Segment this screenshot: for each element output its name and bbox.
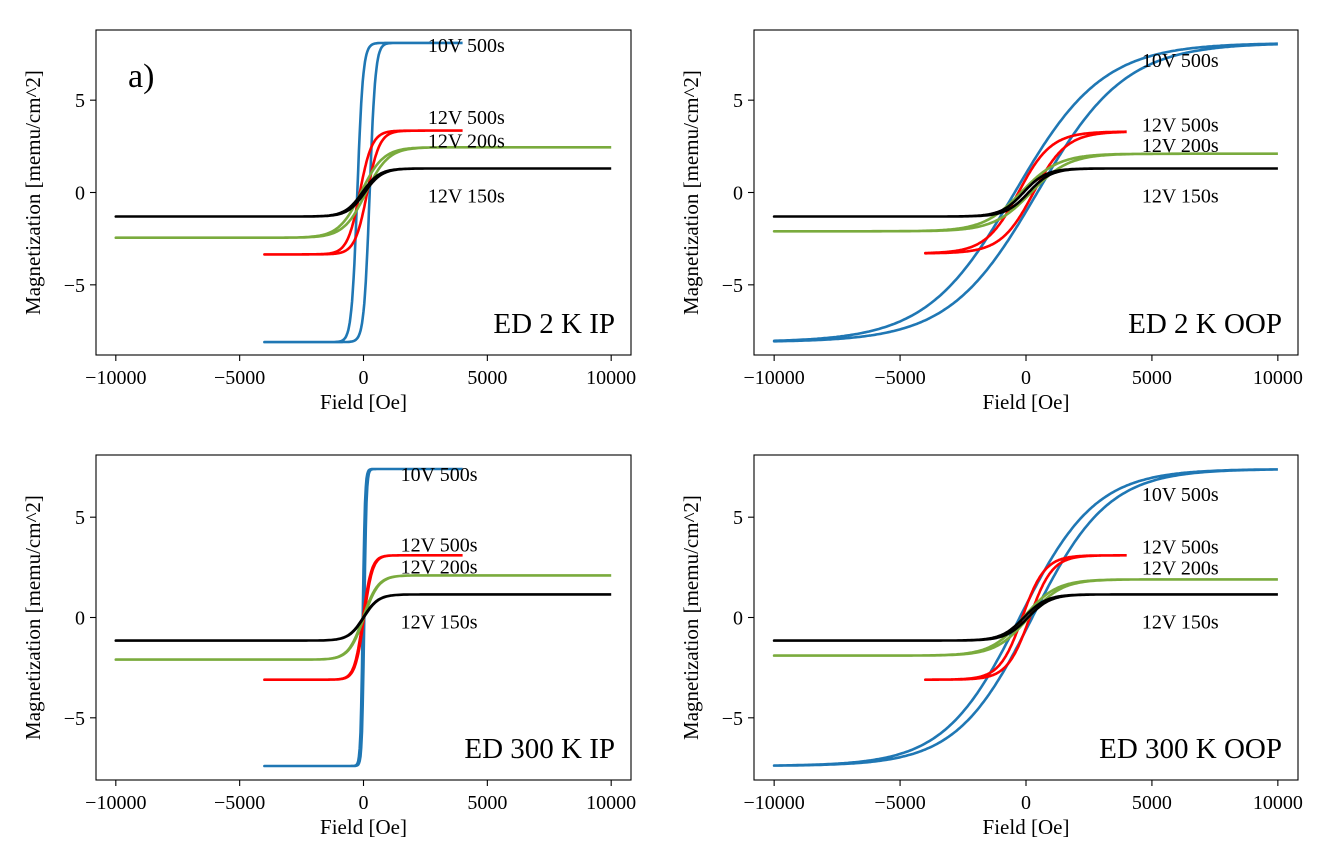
x-tick-label: 0	[359, 367, 369, 389]
curves	[772, 468, 1278, 767]
x-tick-label: 5000	[467, 792, 507, 814]
series-line-4	[772, 593, 1278, 642]
panel-title: ED 2 K OOP	[1128, 308, 1282, 340]
x-tick-label: −10000	[744, 792, 805, 814]
x-tick-label: −10000	[85, 367, 146, 389]
series-annotation-4: 12V 150s	[1142, 612, 1219, 634]
series-line-3	[114, 574, 612, 661]
x-axis-label: Field [Oe]	[983, 390, 1070, 414]
x-tick-label: 10000	[586, 367, 636, 389]
series-line-2	[263, 129, 464, 256]
x-tick-label: 10000	[586, 792, 636, 814]
x-tick-label: 0	[1021, 367, 1031, 389]
y-tick-label: 0	[733, 608, 743, 630]
x-tick-label: 5000	[467, 367, 507, 389]
series-annotation-4: 12V 150s	[401, 612, 478, 634]
x-tick-label: −10000	[85, 792, 146, 814]
series-line-3	[114, 146, 612, 239]
y-tick-label: −5	[722, 275, 743, 297]
series-annotation-4: 12V 150s	[428, 186, 505, 208]
series-annotation-1: 10V 500s	[1142, 50, 1219, 72]
panel-3: −10000 −5000 0 5000 10000 −5 0 5 Field [Oe] Magne…	[21, 454, 636, 839]
series-annotation-1: 10V 500s	[1142, 484, 1219, 506]
y-axis-label: Magnetization [memu/cm^2]	[679, 70, 703, 315]
x-tick-label: 5000	[1132, 792, 1172, 814]
series-line-2	[263, 554, 464, 681]
x-tick-label: 0	[1021, 792, 1031, 814]
series-annotation-3: 12V 200s	[1142, 557, 1219, 579]
panel-4: −10000 −5000 0 5000 10000 −5 0 5 Field [Oe] Magne…	[679, 454, 1303, 839]
x-axis-label: Field [Oe]	[320, 390, 407, 414]
panel-title: ED 300 K IP	[464, 733, 615, 765]
x-tick-label: −5000	[214, 367, 265, 389]
y-axis-label: Magnetization [memu/cm^2]	[21, 495, 45, 740]
series-line-3	[772, 578, 1278, 657]
series-line-1	[263, 467, 464, 768]
y-tick-label: −5	[722, 708, 743, 730]
series-line-4	[772, 167, 1278, 218]
y-tick-label: 0	[75, 183, 85, 205]
series-annotation-1: 10V 500s	[401, 464, 478, 486]
y-tick-label: −5	[64, 708, 85, 730]
series-line-4	[114, 593, 612, 642]
x-tick-label: 10000	[1253, 792, 1303, 814]
x-tick-label: 0	[359, 792, 369, 814]
curves	[114, 41, 612, 344]
series-line-2	[924, 554, 1128, 681]
curves	[772, 42, 1278, 343]
y-tick-label: 5	[75, 507, 85, 529]
series-annotation-3: 12V 200s	[428, 130, 505, 152]
series-line-3	[772, 152, 1278, 233]
panel-title: ED 300 K OOP	[1099, 733, 1282, 765]
panel-1: −10000 −5000 0 5000 10000 −5 0 5 Field [Oe] Magne…	[21, 29, 636, 414]
series-line-1	[772, 468, 1278, 767]
panel-2: −10000 −5000 0 5000 10000 −5 0 5 Field [Oe] Magne…	[679, 29, 1303, 414]
series-annotation-3: 12V 200s	[1142, 135, 1219, 157]
series-line-4	[114, 167, 612, 218]
y-tick-label: 5	[75, 90, 85, 112]
x-tick-label: 10000	[1253, 367, 1303, 389]
series-annotation-4: 12V 150s	[1142, 186, 1219, 208]
panel-title: ED 2 K IP	[493, 308, 615, 340]
series-annotation-1: 10V 500s	[428, 35, 505, 57]
x-axis-label: Field [Oe]	[320, 815, 407, 839]
series-annotation-2: 12V 500s	[1142, 115, 1219, 137]
series-annotation-2: 12V 500s	[401, 534, 478, 556]
series-line-2	[924, 130, 1128, 255]
series-annotation-2: 12V 500s	[428, 107, 505, 129]
y-tick-label: 5	[733, 507, 743, 529]
y-axis-label: Magnetization [memu/cm^2]	[21, 70, 45, 315]
panel-letter: a)	[128, 58, 154, 95]
x-tick-label: −5000	[874, 792, 925, 814]
y-tick-label: 0	[733, 183, 743, 205]
x-axis-label: Field [Oe]	[983, 815, 1070, 839]
series-line-1	[772, 42, 1278, 343]
y-tick-label: 0	[75, 608, 85, 630]
x-tick-label: −5000	[874, 367, 925, 389]
x-tick-label: −10000	[744, 367, 805, 389]
series-annotation-3: 12V 200s	[401, 556, 478, 578]
y-tick-label: 5	[733, 90, 743, 112]
y-tick-label: −5	[64, 275, 85, 297]
curves	[114, 467, 612, 768]
x-tick-label: −5000	[214, 792, 265, 814]
series-annotation-2: 12V 500s	[1142, 536, 1219, 558]
y-axis-label: Magnetization [memu/cm^2]	[679, 495, 703, 740]
series-line-1	[263, 41, 464, 344]
x-tick-label: 5000	[1132, 367, 1172, 389]
